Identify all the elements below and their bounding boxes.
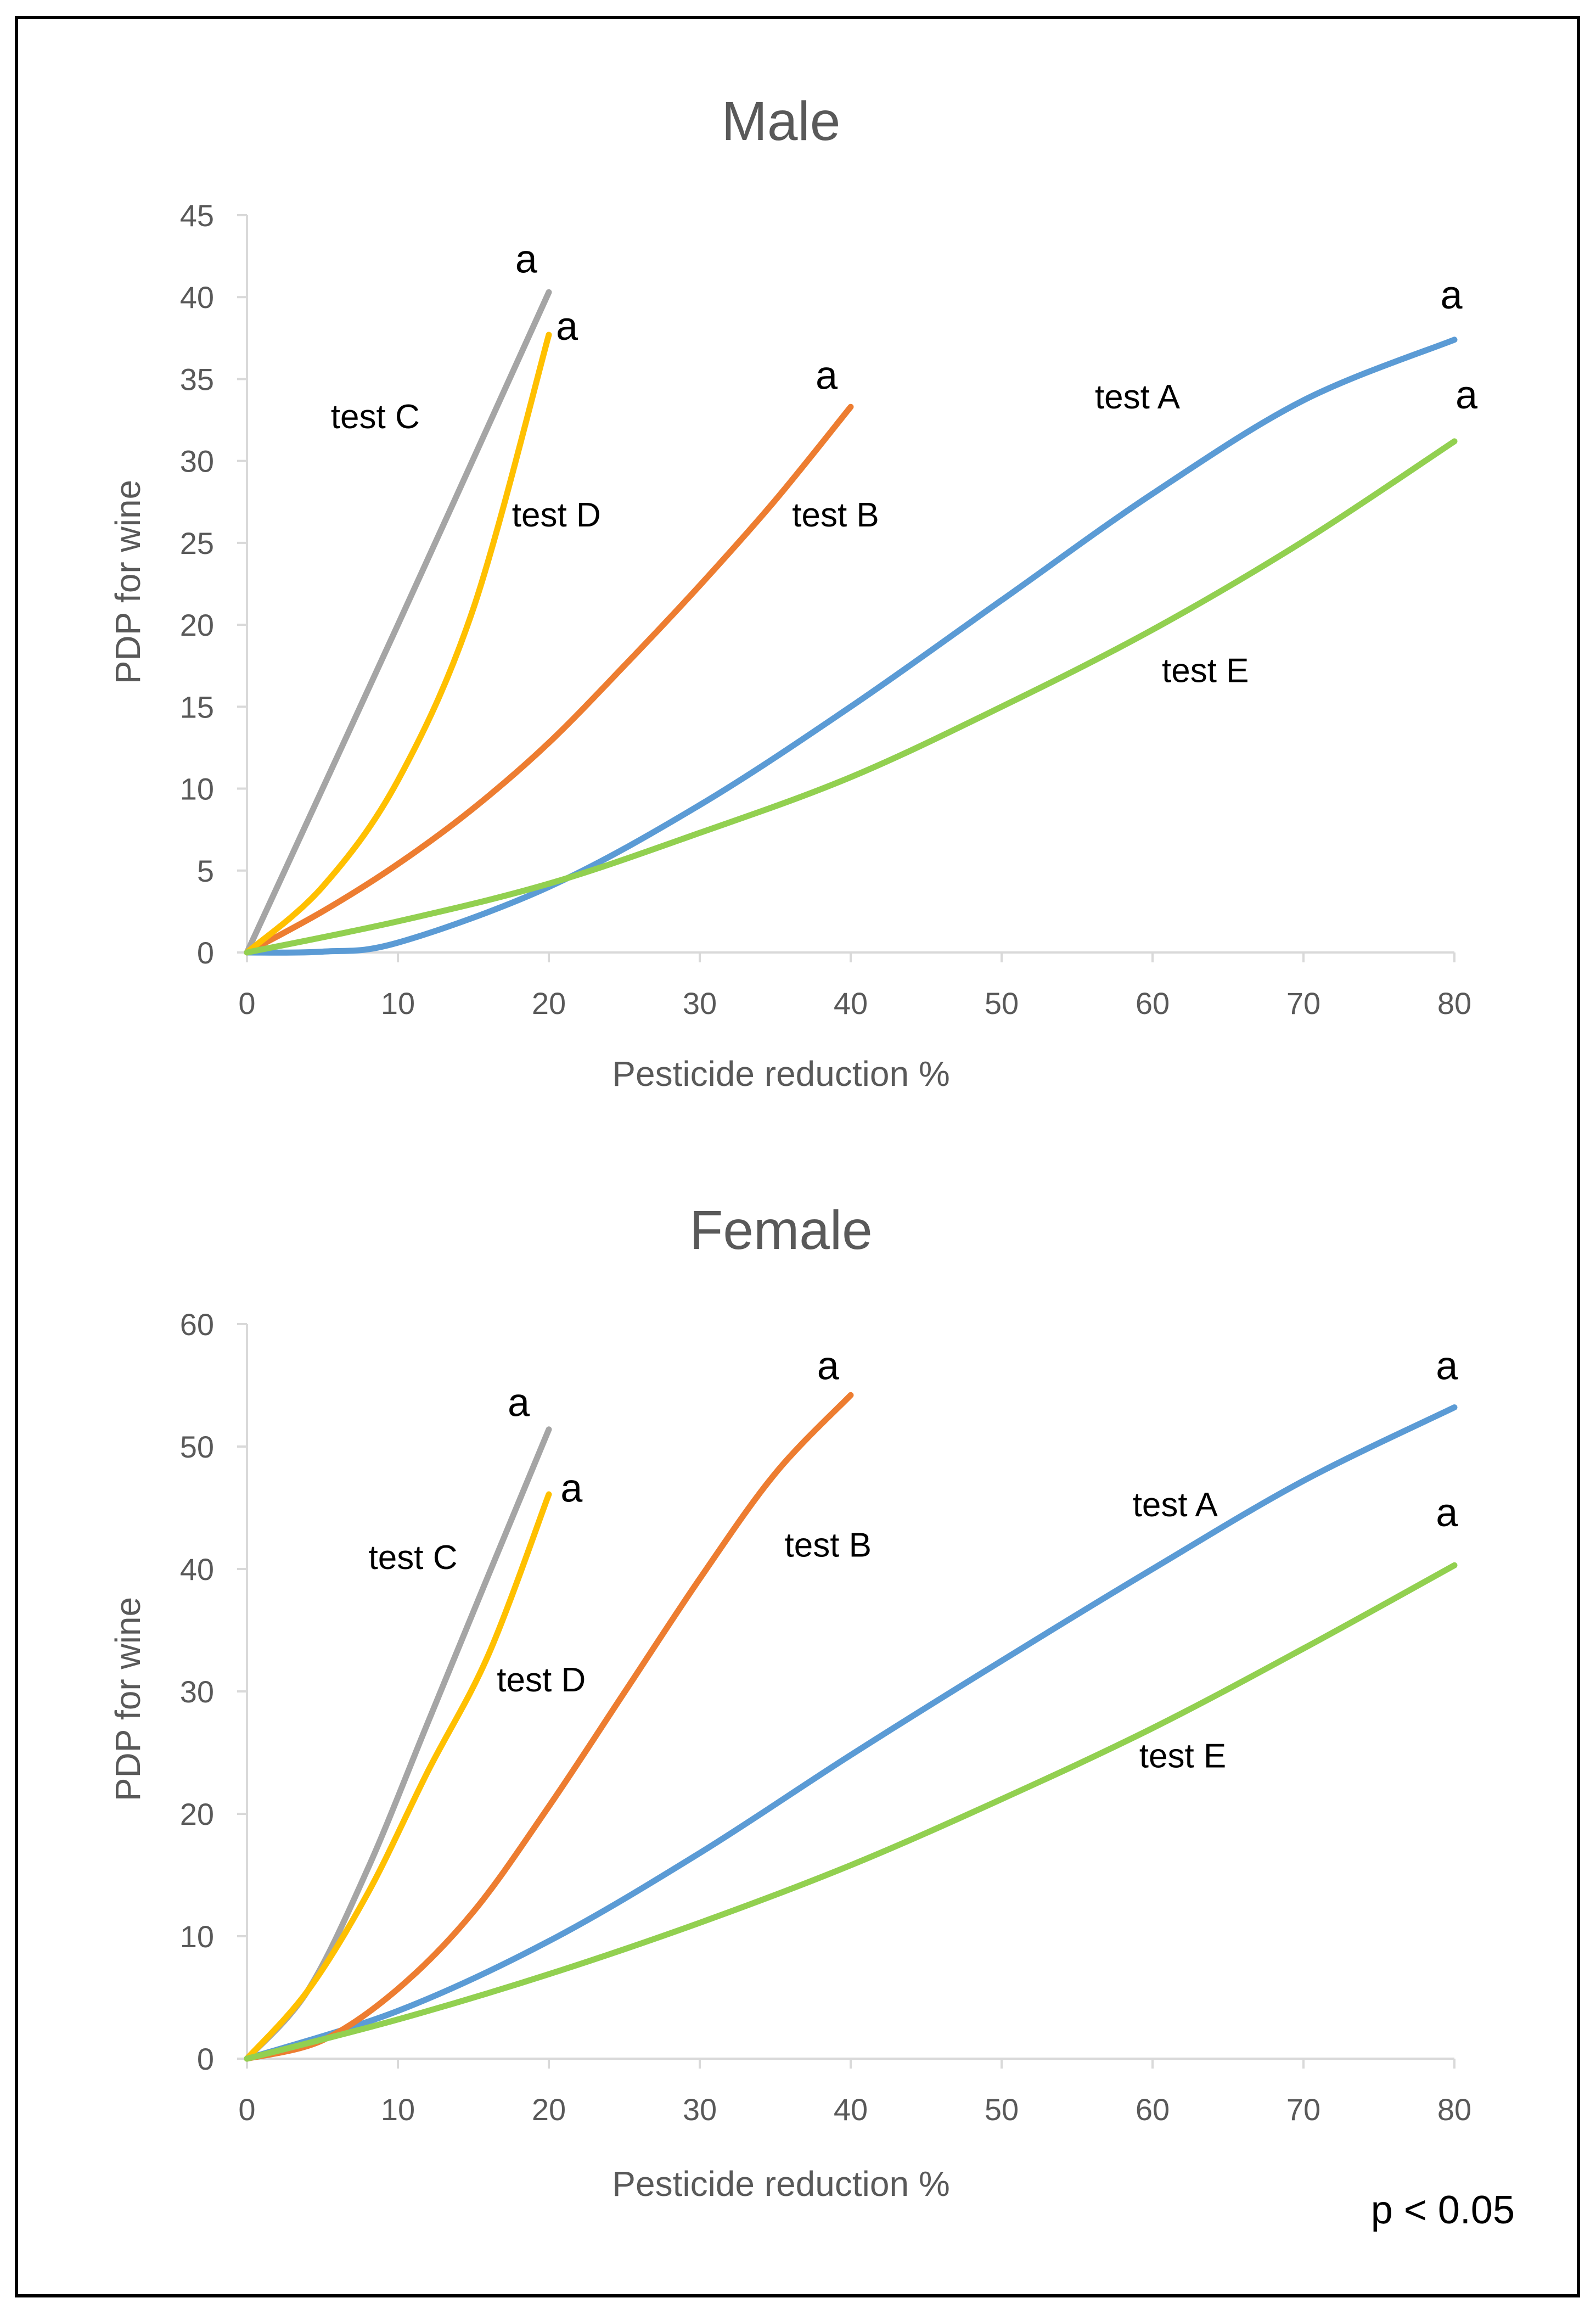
y-tick-label: 35 [180, 362, 214, 396]
x-tick-label: 50 [985, 2092, 1019, 2127]
y-tick-label: 30 [180, 444, 214, 479]
series-layer [244, 289, 1458, 956]
series-test-a-line [244, 337, 1458, 956]
x-tick-label: 20 [532, 986, 566, 1021]
significance-letter: a [556, 305, 578, 349]
x-tick-label: 70 [1286, 2092, 1320, 2127]
series-label-test-e: test E [1139, 1737, 1227, 1775]
x-axis-title: Pesticide reduction % [612, 1054, 949, 1094]
significance-letter: a [515, 237, 538, 281]
y-tick-label: 50 [180, 1430, 214, 1464]
series-label-test-c: test C [331, 398, 420, 436]
x-axis-title: Pesticide reduction % [612, 2164, 949, 2204]
x-tick-label: 10 [381, 2092, 415, 2127]
series-test-c-line [244, 289, 552, 956]
x-tick-label: 80 [1437, 2092, 1471, 2127]
series-label-test-c: test C [369, 1539, 458, 1577]
y-tick-label: 0 [197, 935, 214, 970]
significance-letter: a [816, 354, 838, 397]
x-tick-label: 0 [238, 986, 255, 1021]
series-label-test-e: test E [1162, 652, 1249, 690]
x-tick-label: 30 [683, 2092, 717, 2127]
significance-letter: a [817, 1344, 840, 1388]
x-tick-label: 30 [683, 986, 717, 1021]
y-axis-title: PDP for wine [108, 1597, 148, 1801]
series-label-test-b: test B [784, 1527, 872, 1565]
male-chart: Male Pesticide reduction % PDP for wine … [108, 91, 1478, 1094]
series-label-test-a: test A [1095, 378, 1181, 416]
x-tick-label: 20 [532, 2092, 566, 2127]
significance-letter: a [560, 1466, 583, 1510]
y-tick-label: 25 [180, 526, 214, 561]
chart-title: Male [722, 91, 841, 152]
female-chart: Female Pesticide reduction % PDP for win… [108, 1200, 1471, 2204]
x-tick-label: 60 [1136, 986, 1170, 1021]
x-tick-label: 50 [985, 986, 1019, 1021]
series-label-test-a: test A [1133, 1486, 1218, 1524]
figure-border [15, 16, 1580, 2297]
series-label-test-b: test B [792, 496, 879, 534]
y-tick-label: 10 [180, 772, 214, 806]
x-tick-label: 70 [1286, 986, 1320, 1021]
significance-letter: a [1455, 373, 1478, 417]
y-tick-label: 40 [180, 280, 214, 315]
series-test-e-line [244, 1562, 1458, 2062]
chart-title: Female [689, 1200, 872, 1261]
x-tick-label: 60 [1136, 2092, 1170, 2127]
series-label-test-d: test D [512, 496, 601, 534]
significance-letter: a [1436, 1491, 1458, 1535]
series-test-b-line [244, 1392, 854, 2062]
y-tick-label: 20 [180, 1797, 214, 1831]
y-tick-label: 0 [197, 2042, 214, 2076]
significance-letter: a [1440, 273, 1463, 317]
series-layer [244, 1392, 1458, 2062]
x-tick-label: 80 [1437, 986, 1471, 1021]
series-test-b-line [244, 403, 854, 956]
x-tick-label: 10 [381, 986, 415, 1021]
y-tick-label: 40 [180, 1552, 214, 1587]
axes: 0 5 10 15 20 25 30 35 40 45 0 10 20 30 40 50 60 70 80 [180, 198, 1471, 1021]
y-tick-label: 60 [180, 1307, 214, 1342]
y-tick-label: 10 [180, 1919, 214, 1954]
significance-note: p < 0.05 [1371, 2188, 1515, 2232]
y-tick-label: 15 [180, 690, 214, 724]
y-tick-label: 5 [197, 854, 214, 888]
series-test-e-line [244, 438, 1458, 956]
axes: 0 10 20 30 40 50 60 0 10 20 30 40 50 60 70 80 [180, 1307, 1471, 2127]
y-tick-label: 30 [180, 1674, 214, 1709]
y-tick-label: 20 [180, 608, 214, 642]
significance-letter: a [1436, 1344, 1458, 1388]
y-tick-label: 45 [180, 198, 214, 233]
x-tick-label: 40 [834, 986, 868, 1021]
series-label-test-d: test D [497, 1661, 586, 1699]
x-tick-label: 40 [834, 2092, 868, 2127]
series-test-d-line [244, 1491, 552, 2062]
y-axis-title: PDP for wine [108, 480, 148, 684]
significance-letter: a [508, 1381, 530, 1425]
x-tick-label: 0 [238, 2092, 255, 2127]
series-test-a-line [244, 1404, 1458, 2062]
series-test-d-line [244, 332, 552, 956]
